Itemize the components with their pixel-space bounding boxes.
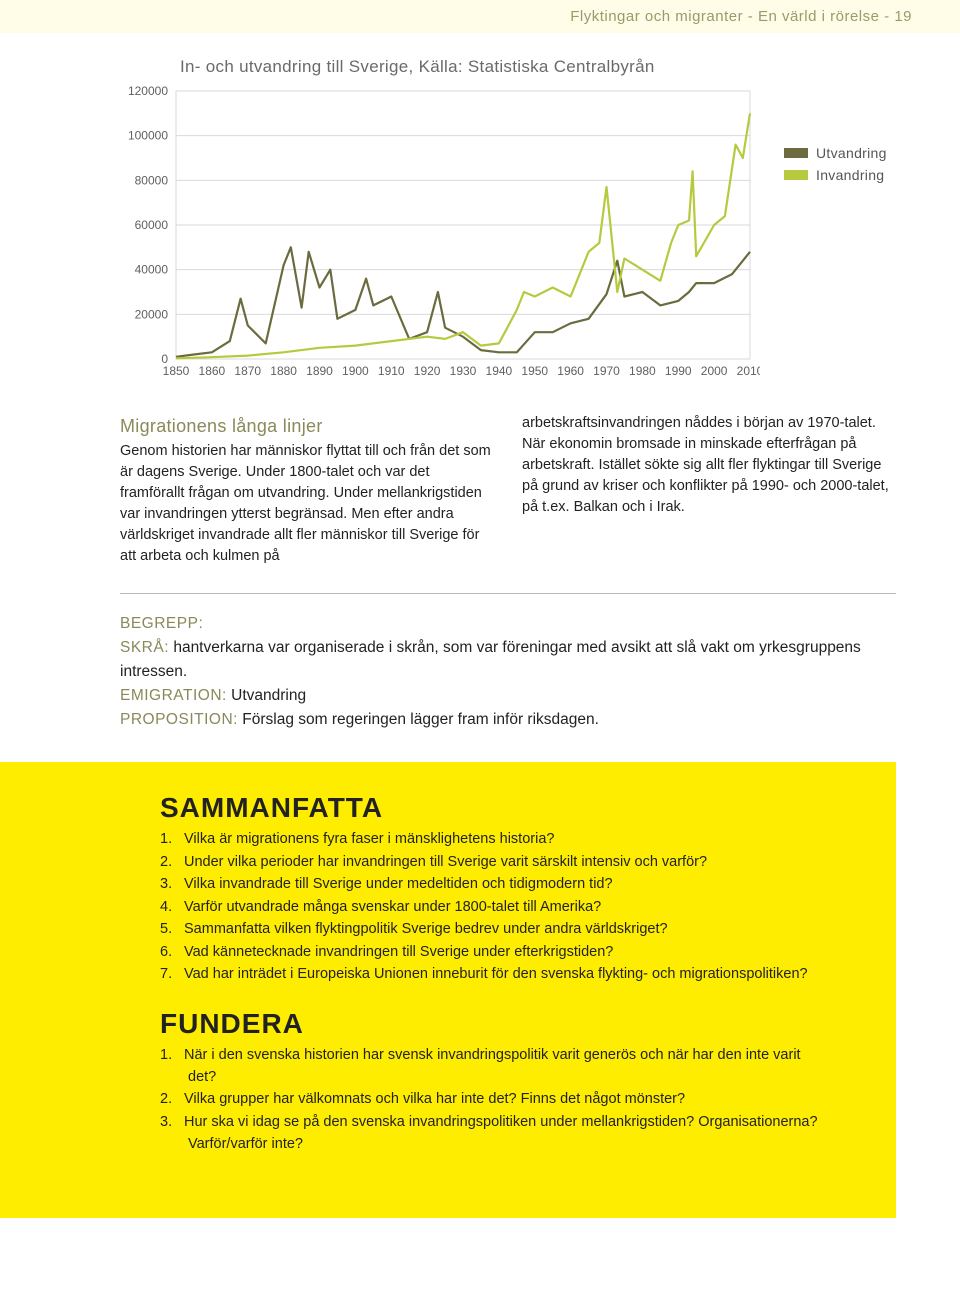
svg-text:60000: 60000 [135, 218, 169, 232]
begrepp-term-proposition: PROPOSITION: [120, 711, 238, 728]
paragraph-left: Genom historien har människor flyttat ti… [120, 443, 491, 564]
fundera-list: När i den svenska historien har svensk i… [160, 1044, 832, 1156]
list-item: Vilka invandrade till Sverige under mede… [160, 873, 832, 895]
svg-text:1950: 1950 [521, 364, 548, 378]
svg-text:1960: 1960 [557, 364, 584, 378]
legend-swatch-utvandring [784, 148, 808, 158]
list-item: Vilka grupper har välkomnats och vilka h… [160, 1088, 832, 1110]
svg-text:1940: 1940 [486, 364, 513, 378]
svg-text:1990: 1990 [665, 364, 692, 378]
svg-text:40000: 40000 [135, 263, 169, 277]
begrepp-text-proposition: Förslag som regeringen lägger fram inför… [238, 711, 599, 728]
begrepp-term-skra: SKRÅ: [120, 639, 169, 656]
migration-chart: In- och utvandring till Sverige, Källa: … [120, 57, 896, 385]
svg-text:1900: 1900 [342, 364, 369, 378]
list-item: Varför utvandrade många svenskar under 1… [160, 896, 832, 918]
body-text-columns: Migrationens långa linjer Genom historie… [120, 413, 896, 567]
begrepp-text-skra: hantverkarna var organiserade i skrån, s… [120, 639, 861, 680]
svg-text:1890: 1890 [306, 364, 333, 378]
svg-text:1910: 1910 [378, 364, 405, 378]
svg-text:100000: 100000 [128, 129, 168, 143]
svg-text:2000: 2000 [701, 364, 728, 378]
legend-label: Utvandring [816, 145, 887, 161]
list-item: Vilka är migrationens fyra faser i mänsk… [160, 828, 832, 850]
svg-text:1860: 1860 [199, 364, 226, 378]
chart-title: In- och utvandring till Sverige, Källa: … [180, 57, 896, 77]
sammanfatta-list: Vilka är migrationens fyra faser i mänsk… [160, 828, 832, 985]
begrepp-term-emigration: EMIGRATION: [120, 687, 227, 704]
running-header: Flyktingar och migranter - En värld i rö… [0, 0, 960, 33]
list-item: Vad kännetecknade invandringen till Sver… [160, 941, 832, 963]
page-content: In- och utvandring till Sverige, Källa: … [0, 33, 960, 1250]
section-subhead: Migrationens långa linjer [120, 413, 494, 439]
legend-label: Invandring [816, 167, 884, 183]
list-item: Hur ska vi idag se på den svenska invand… [160, 1111, 832, 1156]
sammanfatta-title: SAMMANFATTA [160, 792, 832, 824]
legend-item-invandring: Invandring [784, 167, 887, 183]
svg-text:1850: 1850 [163, 364, 190, 378]
svg-text:1870: 1870 [234, 364, 261, 378]
paragraph-right: arbetskraftsinvandringen nåddes i början… [522, 415, 889, 515]
exercises-block: SAMMANFATTA Vilka är migrationens fyra f… [0, 762, 896, 1218]
legend-item-utvandring: Utvandring [784, 145, 887, 161]
svg-text:20000: 20000 [135, 307, 169, 321]
svg-text:2010: 2010 [737, 364, 760, 378]
list-item: När i den svenska historien har svensk i… [160, 1044, 832, 1089]
svg-text:120000: 120000 [128, 85, 168, 98]
svg-text:1980: 1980 [629, 364, 656, 378]
begrepp-head: BEGREPP: [120, 615, 203, 632]
list-item: Sammanfatta vilken flyktingpolitik Sveri… [160, 918, 832, 940]
begrepp-block: BEGREPP: SKRÅ: hantverkarna var organise… [120, 612, 896, 732]
chart-canvas: 0200004000060000800001000001200001850186… [120, 85, 760, 385]
list-item: Vad har inträdet i Europeiska Unionen in… [160, 963, 832, 985]
legend-swatch-invandring [784, 170, 808, 180]
svg-text:1930: 1930 [450, 364, 477, 378]
fundera-title: FUNDERA [160, 1008, 832, 1040]
svg-text:80000: 80000 [135, 173, 169, 187]
chart-legend: Utvandring Invandring [784, 145, 887, 189]
svg-text:1970: 1970 [593, 364, 620, 378]
svg-text:1880: 1880 [270, 364, 297, 378]
list-item: Under vilka perioder har invandringen ti… [160, 851, 832, 873]
svg-text:1920: 1920 [414, 364, 441, 378]
begrepp-text-emigration: Utvandring [227, 687, 306, 704]
section-divider [120, 593, 896, 594]
